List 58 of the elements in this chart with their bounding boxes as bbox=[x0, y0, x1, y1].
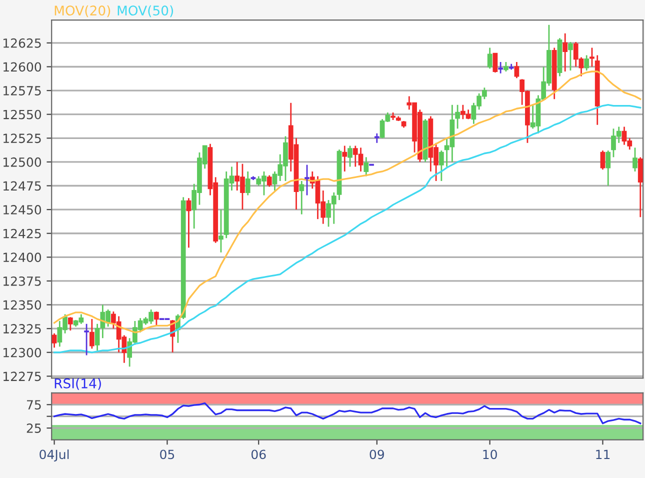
candlestick bbox=[374, 132, 380, 144]
x-tick-label: 06 bbox=[251, 450, 266, 460]
candlestick bbox=[83, 323, 90, 356]
candlestick bbox=[638, 156, 643, 218]
y-tick-label: 12425 bbox=[3, 228, 41, 238]
y-tick-label: 12450 bbox=[3, 205, 42, 214]
candlestick bbox=[492, 52, 498, 74]
text: MOV(20) bbox=[54, 5, 110, 18]
x-tick-label: 05 bbox=[160, 450, 174, 460]
candlestick bbox=[154, 310, 159, 326]
series-label: RSI(14) bbox=[54, 378, 101, 390]
candlestick bbox=[89, 318, 94, 350]
candlestick bbox=[504, 61, 508, 72]
candlestick bbox=[68, 316, 73, 332]
candlestick bbox=[348, 145, 352, 168]
y-tick-label: 75 bbox=[26, 400, 41, 410]
candlestick bbox=[266, 174, 272, 188]
candlestick bbox=[514, 61, 520, 79]
candlestick bbox=[218, 208, 224, 254]
y-tick-label: 12600 bbox=[3, 62, 42, 72]
candlestick bbox=[304, 164, 310, 196]
x-tick-label: 11 bbox=[596, 450, 610, 459]
candlestick bbox=[568, 41, 573, 72]
candlestick bbox=[299, 180, 304, 216]
candlestick bbox=[487, 46, 492, 70]
candlestick bbox=[186, 197, 192, 248]
y-tick-label: 12500 bbox=[3, 157, 42, 167]
candlestick bbox=[364, 156, 369, 177]
line-series bbox=[53, 402, 642, 424]
candlestick bbox=[632, 146, 638, 172]
candlestick bbox=[342, 145, 348, 172]
y-tick-label: 12325 bbox=[3, 324, 41, 334]
candlestick bbox=[455, 104, 460, 130]
y-tick-label: 12525 bbox=[3, 134, 41, 144]
y-tick-label: 12300 bbox=[3, 348, 42, 358]
y-tick-label: 12350 bbox=[3, 300, 42, 310]
text: MOV(50) bbox=[118, 5, 174, 18]
y-tick-label: 12575 bbox=[3, 86, 41, 96]
x-tick-label: 10 bbox=[483, 450, 497, 460]
y-tick-label: 12475 bbox=[3, 181, 41, 191]
candlestick bbox=[600, 150, 606, 170]
y-tick-label: 12375 bbox=[3, 276, 41, 286]
candlestick bbox=[438, 150, 444, 182]
candlestick bbox=[562, 32, 568, 72]
candlestick bbox=[245, 170, 250, 196]
candlestick bbox=[94, 323, 100, 352]
candlestick bbox=[590, 46, 594, 68]
candlestick bbox=[52, 332, 57, 348]
candlestick bbox=[497, 61, 504, 74]
y-tick-label: 12550 bbox=[3, 110, 42, 120]
x-tick-label: 09 bbox=[370, 450, 384, 460]
y-tick-label: 12275 bbox=[3, 372, 41, 382]
candlestick bbox=[606, 150, 611, 186]
y-tick-label: 12400 bbox=[3, 252, 42, 262]
y-tick-label: 25 bbox=[26, 424, 41, 433]
y-tick-label: 12625 bbox=[3, 38, 41, 48]
x-tick-label: 04Jul bbox=[40, 449, 69, 462]
candlestick bbox=[584, 54, 590, 72]
